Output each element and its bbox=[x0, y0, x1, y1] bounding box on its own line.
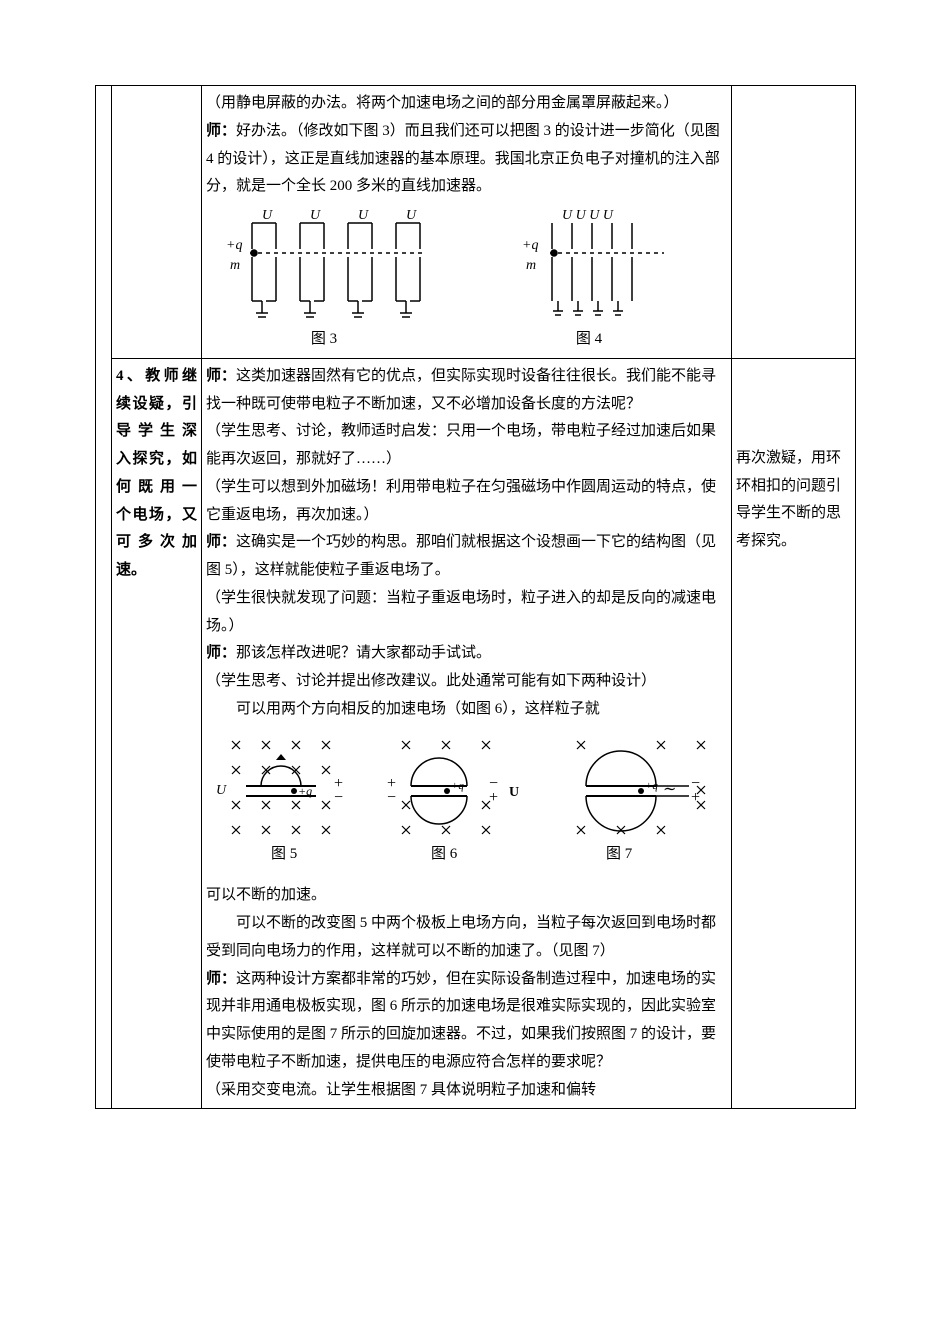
speaker-label: 师： bbox=[206, 971, 236, 987]
svg-text:U: U bbox=[310, 209, 321, 223]
paragraph-text: 那该怎样改进呢？请大家都动手试试。 bbox=[236, 645, 491, 661]
side-note: 再次激疑，用环环相扣的问题引导学生不断的思考探究。 bbox=[736, 445, 851, 556]
paragraph: 师：好办法。（修改如下图 3）而且我们还可以把图 3 的设计进一步简化（见图 4… bbox=[206, 118, 727, 201]
svg-text:∼: ∼ bbox=[663, 781, 676, 798]
svg-text:图 5: 图 5 bbox=[271, 845, 297, 862]
svg-text:+q: +q bbox=[451, 780, 464, 792]
paragraph: （学生思考、讨论，教师适时启发：只用一个电场，带电粒子经过加速后如果能再次返回，… bbox=[206, 418, 727, 474]
figure-row-5-6-7: +q U + − 图 5 bbox=[206, 724, 727, 883]
paragraph: （学生很快就发现了问题：当粒子重返电场时，粒子进入的却是反向的减速电场。） bbox=[206, 585, 727, 641]
figure-4-caption: 图 4 bbox=[576, 326, 602, 354]
paragraph: （用静电屏蔽的办法。将两个加速电场之间的部分用金属罩屏蔽起来。） bbox=[206, 90, 727, 118]
svg-text:图 7: 图 7 bbox=[606, 845, 633, 862]
left-cell-r1 bbox=[112, 86, 202, 359]
svg-text:U: U bbox=[406, 209, 417, 223]
right-cell-r2: 再次激疑，用环环相扣的问题引导学生不断的思考探究。 bbox=[732, 358, 856, 1109]
paragraph: 可以用两个方向相反的加速电场（如图 6），这样粒子就 bbox=[206, 696, 727, 724]
section-title: 4、教师继 续设疑，引 导学生深 入探究，如 何既用一 个电场，又 可多次加 速… bbox=[116, 363, 197, 585]
paragraph-text: 这两种设计方案都非常的巧妙，但在实际设备制造过程中，加速电场的实现并非用通电极板… bbox=[206, 971, 716, 1070]
svg-text:+q: +q bbox=[226, 238, 242, 253]
paragraph: 师：这两种设计方案都非常的巧妙，但在实际设备制造过程中，加速电场的实现并非用通电… bbox=[206, 966, 727, 1077]
paragraph: 师：这确实是一个巧妙的构思。那咱们就根据这个设想画一下它的结构图（见图 5），这… bbox=[206, 529, 727, 585]
paragraph: 师：那该怎样改进呢？请大家都动手试试。 bbox=[206, 640, 727, 668]
table-row: 4、教师继 续设疑，引 导学生深 入探究，如 何既用一 个电场，又 可多次加 速… bbox=[96, 358, 856, 1109]
svg-text:+: + bbox=[691, 789, 700, 806]
paragraph-text: 这类加速器固然有它的优点，但实际实现时设备往往很长。我们能不能寻找一种既可使带电… bbox=[206, 368, 716, 412]
svg-text:+: + bbox=[489, 789, 498, 806]
svg-text:m: m bbox=[230, 258, 240, 273]
speaker-label: 师： bbox=[206, 534, 236, 550]
paragraph: （采用交变电流。让学生根据图 7 具体说明粒子加速和偏转 bbox=[206, 1077, 727, 1105]
svg-text:U: U bbox=[216, 783, 227, 798]
speaker-label: 师： bbox=[206, 645, 236, 661]
paragraph-text: 这确实是一个巧妙的构思。那咱们就根据这个设想画一下它的结构图（见图 5），这样就… bbox=[206, 534, 716, 578]
paragraph: 可以不断的改变图 5 中两个极板上电场方向，当粒子每次返回到电场时都受到同向电场… bbox=[206, 910, 727, 966]
svg-text:−: − bbox=[334, 789, 343, 806]
table-row: （用静电屏蔽的办法。将两个加速电场之间的部分用金属罩屏蔽起来。） 师：好办法。（… bbox=[96, 86, 856, 359]
figure-row-3-4: U bbox=[206, 201, 727, 354]
svg-text:U U U U: U U U U bbox=[562, 209, 614, 223]
left-cell-r2: 4、教师继 续设疑，引 导学生深 入探究，如 何既用一 个电场，又 可多次加 速… bbox=[112, 358, 202, 1109]
paragraph-text: 好办法。（修改如下图 3）而且我们还可以把图 3 的设计进一步简化（见图 4 的… bbox=[206, 123, 720, 195]
lesson-plan-table: （用静电屏蔽的办法。将两个加速电场之间的部分用金属罩屏蔽起来。） 师：好办法。（… bbox=[95, 85, 856, 1109]
svg-text:+q: +q bbox=[522, 238, 538, 253]
svg-text:+q: +q bbox=[645, 780, 658, 792]
gutter-cell bbox=[96, 86, 112, 1109]
svg-text:图 6: 图 6 bbox=[431, 845, 458, 862]
svg-text:U: U bbox=[262, 209, 273, 223]
figure-4: U U U U bbox=[514, 209, 664, 354]
figure-3: U bbox=[224, 209, 424, 354]
paragraph: 师：这类加速器固然有它的优点，但实际实现时设备往往很长。我们能不能寻找一种既可使… bbox=[206, 363, 727, 419]
figures-5-6-7-svg: +q U + − 图 5 bbox=[206, 730, 726, 870]
svg-text:+q: +q bbox=[298, 784, 312, 798]
svg-text:m: m bbox=[526, 258, 536, 273]
speaker-label: 师： bbox=[206, 123, 236, 139]
right-cell-r1 bbox=[732, 86, 856, 359]
paragraph: （学生思考、讨论并提出修改建议。此处通常可能有如下两种设计） bbox=[206, 668, 727, 696]
figure-3-caption: 图 3 bbox=[311, 326, 337, 354]
svg-text:U: U bbox=[509, 785, 519, 800]
svg-text:−: − bbox=[387, 789, 396, 806]
svg-text:U: U bbox=[358, 209, 369, 223]
speaker-label: 师： bbox=[206, 368, 236, 384]
mid-cell-r2: 师：这类加速器固然有它的优点，但实际实现时设备往往很长。我们能不能寻找一种既可使… bbox=[202, 358, 732, 1109]
paragraph: （学生可以想到外加磁场！利用带电粒子在匀强磁场中作圆周运动的特点，使它重返电场，… bbox=[206, 474, 727, 530]
figure-3-svg: U bbox=[224, 209, 424, 324]
figure-4-svg: U U U U bbox=[514, 209, 664, 324]
paragraph: 可以不断的加速。 bbox=[206, 882, 727, 910]
mid-cell-r1: （用静电屏蔽的办法。将两个加速电场之间的部分用金属罩屏蔽起来。） 师：好办法。（… bbox=[202, 86, 732, 359]
